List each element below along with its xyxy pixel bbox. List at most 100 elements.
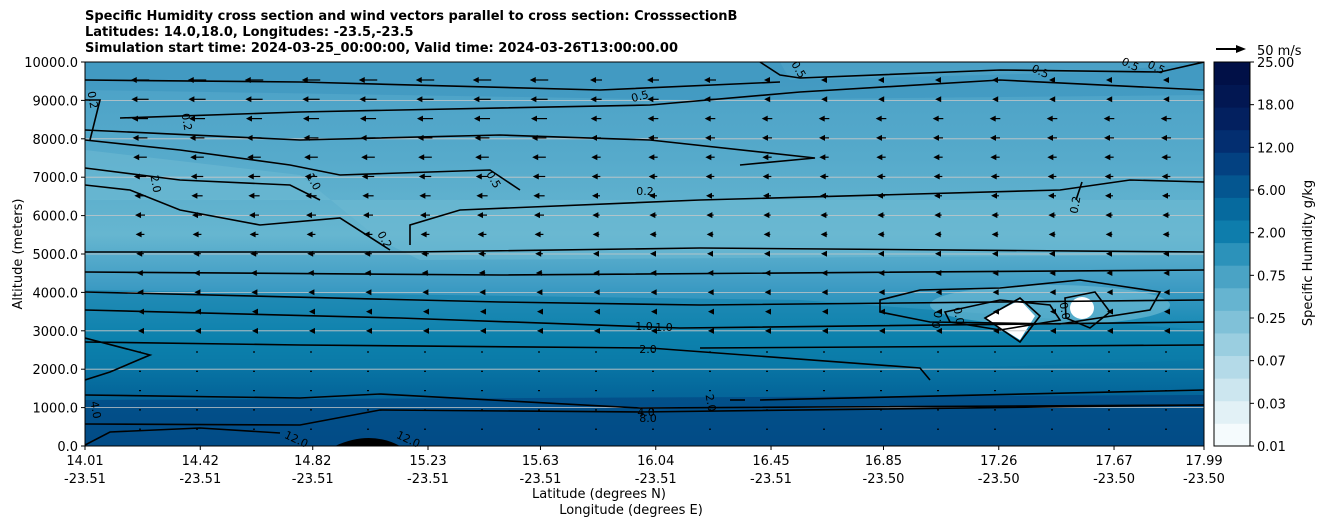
wind-vector-head — [423, 327, 429, 334]
wind-vector-head — [1107, 327, 1113, 334]
wind-vector-head — [705, 134, 712, 141]
y-tick-label: 3000.0 — [33, 325, 79, 340]
quiver-key-label: 50 m/s — [1257, 44, 1302, 59]
wind-vector-head — [991, 192, 998, 199]
wind-vector-head — [822, 327, 828, 334]
wind-vector-head — [704, 115, 711, 122]
y-tick-label: 4000.0 — [33, 286, 79, 301]
wind-vector-head — [1161, 134, 1168, 141]
wind-vector-head — [934, 231, 941, 238]
wind-vector-head — [1048, 231, 1055, 238]
colorbar-tick-label: 18.00 — [1257, 99, 1294, 114]
wind-vector-head — [878, 289, 885, 296]
x-tick-label-lat: 15.23 — [409, 454, 446, 469]
colorbar-tick-label: 25.00 — [1257, 56, 1294, 71]
y-tick-label: 5000.0 — [33, 248, 79, 263]
wind-vector-head — [650, 250, 657, 257]
wind-vector-head — [252, 327, 258, 334]
wind-vector-head — [764, 96, 771, 103]
wind-vector-head — [473, 96, 480, 103]
wind-vector-head — [475, 154, 482, 161]
wind-vector-head — [195, 327, 201, 334]
wind-vector-head — [480, 308, 486, 315]
wind-vector-head — [592, 212, 599, 219]
wind-vector-head — [991, 231, 998, 238]
wind-vector-head — [1163, 289, 1170, 296]
colorbar-tick-label: 12.00 — [1257, 141, 1294, 156]
wind-vector-head — [1162, 192, 1169, 199]
x-tick-label-lon: -23.51 — [520, 472, 562, 487]
wind-vector-head — [364, 250, 371, 257]
wind-vector-head — [876, 173, 883, 180]
wind-vector-head — [1164, 327, 1170, 334]
y-axis: 0.0 1000.0 2000.0 3000.0 4000.0 5000.0 6000.0 7… — [24, 56, 85, 455]
x-tick-label-lat: 16.04 — [637, 454, 674, 469]
title-line-1: Specific Humidity cross section and wind… — [85, 9, 738, 24]
wind-vector-head — [244, 77, 251, 83]
title-line-2: Latitudes: 14.0,18.0, Longitudes: -23.5,… — [85, 25, 414, 40]
wind-vector-head — [531, 134, 538, 141]
wind-vector-head — [764, 270, 771, 276]
wind-vector-head — [875, 115, 882, 122]
wind-vector-head — [532, 154, 539, 161]
wind-vector-head — [878, 270, 885, 276]
wind-vector-head — [935, 250, 942, 257]
wind-vector-head — [246, 134, 253, 141]
wind-vector-head — [763, 212, 770, 219]
contour-12 — [85, 427, 281, 446]
wind-vector-head — [821, 270, 828, 276]
y-tick-label: 8000.0 — [33, 133, 79, 148]
contour-label: 0.2 — [1068, 195, 1084, 214]
colorbar-label: Specific Humidity g/kg — [1301, 180, 1316, 326]
x-tick-label-lat: 17.99 — [1185, 454, 1222, 469]
wind-vector-head — [135, 231, 142, 238]
wind-vector-head — [245, 96, 252, 103]
colorbar-tick-label: 0.01 — [1257, 440, 1286, 455]
wind-vector-head — [879, 327, 885, 334]
contour-1c — [85, 269, 1204, 276]
colorbar-band — [1214, 265, 1250, 289]
wind-vector-head — [821, 77, 828, 83]
wind-vector-head — [1049, 270, 1056, 276]
contour-2-upper — [85, 167, 321, 201]
wind-vector-head — [992, 289, 999, 296]
colorbar-band — [1214, 400, 1250, 424]
wind-vector-head — [1047, 134, 1054, 141]
wind-vector-head — [763, 231, 770, 238]
wind-vector-head — [190, 154, 197, 161]
wind-vector-head — [648, 173, 655, 180]
x-tick-label-lon: -23.51 — [64, 472, 106, 487]
wind-vector-head — [533, 192, 540, 199]
x-tick-label-lon: -23.51 — [407, 472, 449, 487]
wind-vector-head — [820, 231, 827, 238]
wind-vector-head — [876, 134, 883, 141]
wind-vector-head — [419, 192, 426, 199]
y-axis-label: Altitude (meters) — [11, 199, 26, 310]
wind-vector-head — [306, 231, 313, 238]
plot-area: 0.20.20.20.20.50.5 0.50.51.01.0 1.02.02.02… — [84, 55, 1205, 451]
wind-vector-head — [305, 212, 312, 219]
wind-vector-head — [820, 192, 827, 199]
y-tick-label: 6000.0 — [33, 210, 79, 225]
wind-vector-head — [362, 212, 369, 219]
wind-vector-head — [647, 96, 654, 103]
wind-vector-head — [247, 173, 254, 180]
wind-vector-head — [1104, 134, 1111, 141]
wind-vector-head — [989, 115, 996, 122]
wind-vector-head — [247, 154, 254, 161]
wind-vector-head — [366, 308, 372, 315]
wind-vector-head — [877, 212, 884, 219]
colorbar-band — [1214, 152, 1250, 176]
wind-vector-head — [248, 212, 255, 219]
wind-vector-head — [136, 270, 143, 276]
contour-0-mid — [943, 299, 1062, 331]
wind-vector-head — [1048, 212, 1055, 219]
wind-vector-head — [475, 173, 482, 180]
x-tick-label-lat: 16.85 — [865, 454, 902, 469]
wind-vector-head — [593, 250, 600, 257]
wind-vector-head — [765, 308, 771, 315]
wind-vector-head — [476, 212, 483, 219]
colorbar-band — [1214, 62, 1250, 85]
x-tick-label-lon: -23.50 — [1183, 472, 1225, 487]
x-axis: 14.01 -23.51 14.42 -23.51 14.82 -23.51 15.23 -2… — [64, 446, 1225, 487]
